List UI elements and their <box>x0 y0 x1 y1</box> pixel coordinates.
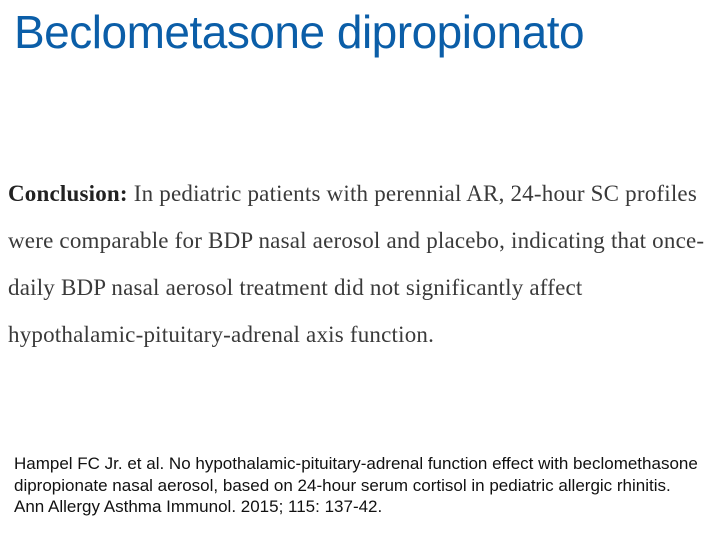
conclusion-label: Conclusion: <box>8 181 128 206</box>
slide-title: Beclometasone dipropionato <box>0 0 720 56</box>
conclusion-paragraph: Conclusion: In pediatric patients with p… <box>8 170 708 359</box>
citation-text: Hampel FC Jr. et al. No hypothalamic-pit… <box>14 453 702 518</box>
